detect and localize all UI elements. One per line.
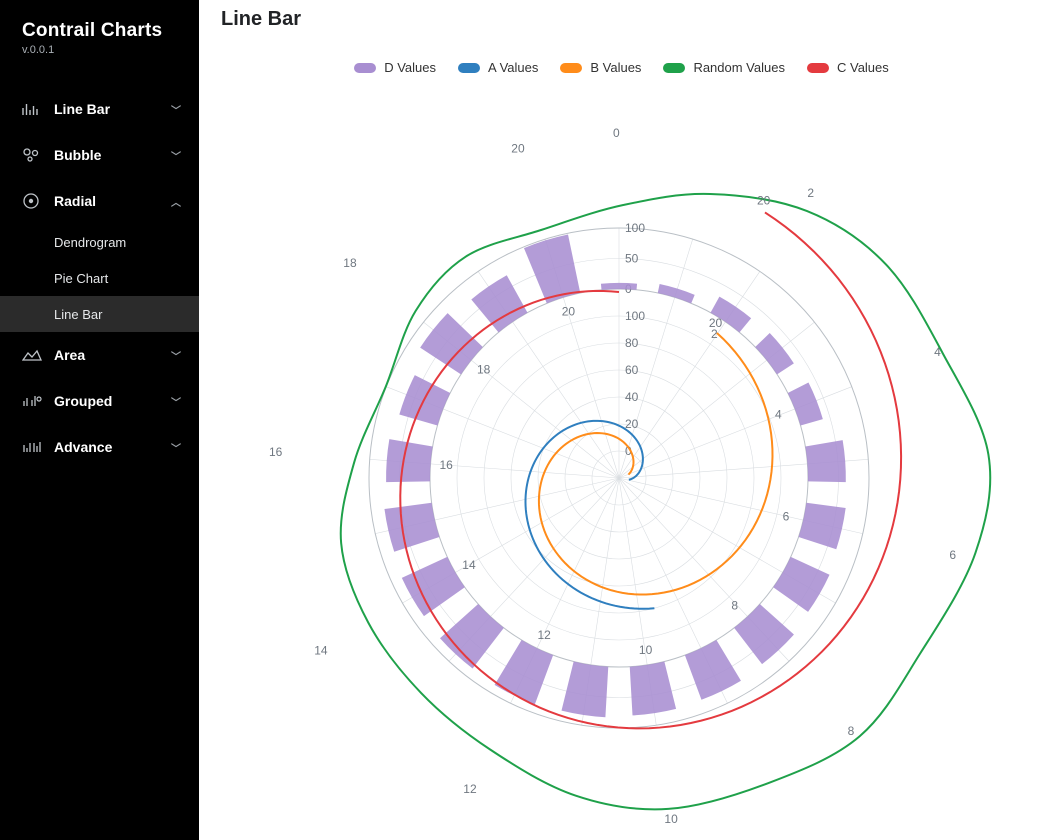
svg-text:20: 20 <box>709 316 723 330</box>
bar <box>685 640 741 700</box>
sidebar-item-label: Area <box>54 347 171 363</box>
bar <box>471 275 527 332</box>
svg-text:10: 10 <box>664 812 678 826</box>
bar <box>601 283 637 290</box>
svg-text:12: 12 <box>463 782 477 796</box>
sidebar-item-label: Radial <box>54 193 171 209</box>
legend-item-a-values[interactable]: A Values <box>458 60 538 75</box>
bar <box>495 640 554 704</box>
sidebar-item-label: Line Bar <box>54 101 171 117</box>
bar <box>805 440 845 482</box>
svg-text:20: 20 <box>757 193 771 207</box>
legend-item-c-values[interactable]: C Values <box>807 60 889 75</box>
sidebar-item-advance[interactable]: Advance﹀ <box>0 424 199 470</box>
bar <box>799 503 846 549</box>
chevron-down-icon: ﹀ <box>171 348 181 363</box>
sidebar-item-label: Bubble <box>54 147 171 163</box>
bar <box>420 313 483 374</box>
bar <box>630 661 676 715</box>
svg-text:2: 2 <box>807 186 814 200</box>
svg-text:40: 40 <box>625 390 639 404</box>
sidebar-item-label: Advance <box>54 439 171 455</box>
svg-text:20: 20 <box>562 305 576 319</box>
sidebar-subitem-dendrogram[interactable]: Dendrogram <box>0 224 199 260</box>
bar <box>734 604 794 664</box>
svg-text:20: 20 <box>625 417 639 431</box>
svg-text:80: 80 <box>625 336 639 350</box>
svg-text:10: 10 <box>639 643 653 657</box>
legend-label: C Values <box>837 60 889 75</box>
legend-item-d-values[interactable]: D Values <box>354 60 436 75</box>
area-mtn-icon <box>22 348 44 362</box>
svg-text:6: 6 <box>783 510 790 524</box>
bar <box>788 383 823 426</box>
chart-legend: D Values A Values B Values Random Values C V… <box>199 60 1044 75</box>
bar <box>658 284 695 303</box>
svg-text:50: 50 <box>625 252 639 266</box>
chevron-down-icon: ﹀ <box>171 148 181 163</box>
svg-text:14: 14 <box>462 558 476 572</box>
sidebar-item-line-bar[interactable]: Line Bar﹀ <box>0 86 199 132</box>
svg-text:4: 4 <box>775 407 782 421</box>
radial-chart-svg: 0204060801000501002468101214161820024681… <box>199 78 1044 840</box>
svg-text:18: 18 <box>343 256 357 270</box>
main: Line Bar D Values A Values B Values Random … <box>199 0 1044 840</box>
chevron-up-icon: ︿ <box>171 194 181 209</box>
legend-label: A Values <box>488 60 538 75</box>
legend-label: B Values <box>590 60 641 75</box>
swatch-icon <box>663 63 685 73</box>
brand: Contrail Charts v.0.0.1 <box>0 20 199 60</box>
bar <box>386 439 433 482</box>
sidebar-item-grouped[interactable]: Grouped﹀ <box>0 378 199 424</box>
advance-icon <box>22 440 44 454</box>
chevron-down-icon: ﹀ <box>171 102 181 117</box>
bubbles-icon <box>22 147 44 163</box>
bar <box>384 503 439 552</box>
legend-item-random-values[interactable]: Random Values <box>663 60 785 75</box>
chevron-down-icon: ﹀ <box>171 394 181 409</box>
bar <box>773 557 829 612</box>
grouped-icon <box>22 394 44 408</box>
swatch-icon <box>807 63 829 73</box>
svg-text:16: 16 <box>439 458 453 472</box>
svg-text:60: 60 <box>625 363 639 377</box>
svg-text:12: 12 <box>538 628 552 642</box>
sidebar: Contrail Charts v.0.0.1 Line Bar﹀Bubble﹀… <box>0 0 199 840</box>
svg-text:6: 6 <box>949 548 956 562</box>
svg-text:100: 100 <box>625 221 645 235</box>
chevron-down-icon: ﹀ <box>171 440 181 455</box>
nav: Line Bar﹀Bubble﹀Radial︿DendrogramPie Cha… <box>0 86 199 470</box>
svg-text:8: 8 <box>848 724 855 738</box>
svg-text:100: 100 <box>625 309 645 323</box>
app-version: v.0.0.1 <box>22 44 177 56</box>
bars-mini-icon <box>22 102 44 116</box>
radial-chart: 0204060801000501002468101214161820024681… <box>199 78 1044 840</box>
svg-text:18: 18 <box>477 363 491 377</box>
app-title: Contrail Charts <box>22 20 177 42</box>
svg-text:14: 14 <box>314 644 328 658</box>
swatch-icon <box>458 63 480 73</box>
sidebar-item-bubble[interactable]: Bubble﹀ <box>0 132 199 178</box>
bar <box>561 661 608 717</box>
svg-text:20: 20 <box>511 141 525 155</box>
legend-label: Random Values <box>693 60 785 75</box>
svg-text:16: 16 <box>269 445 283 459</box>
sidebar-item-label: Grouped <box>54 393 171 409</box>
legend-item-b-values[interactable]: B Values <box>560 60 641 75</box>
sidebar-subitem-pie-chart[interactable]: Pie Chart <box>0 260 199 296</box>
radial-dot-icon <box>22 192 44 210</box>
swatch-icon <box>354 63 376 73</box>
swatch-icon <box>560 63 582 73</box>
sidebar-item-radial[interactable]: Radial︿ <box>0 178 199 224</box>
svg-text:8: 8 <box>731 599 738 613</box>
svg-text:0: 0 <box>613 126 620 140</box>
page-title: Line Bar <box>221 8 301 31</box>
sidebar-subitem-line-bar[interactable]: Line Bar <box>0 296 199 332</box>
legend-label: D Values <box>384 60 436 75</box>
sidebar-item-area[interactable]: Area﹀ <box>0 332 199 378</box>
